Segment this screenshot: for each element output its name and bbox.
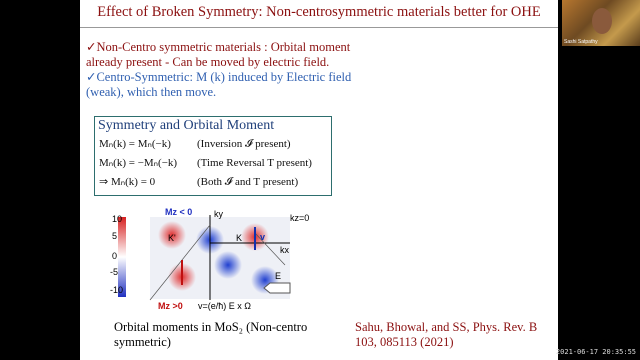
equation-note: (Both 𝓘 and T present) (197, 176, 299, 188)
equation: Mₙ(k) = −Mₙ(−k) (99, 157, 178, 169)
colorbar (118, 217, 126, 297)
orbital-moment-figure: 10 5 0 -5 -10 Mz < 0 ky kz=0 K' K v kx E… (110, 207, 309, 311)
label: v=(e/ħ) E x Ω (198, 301, 251, 311)
equation-row: Mₙ(k) = −Mₙ(−k) (Time Reversal T present) (99, 156, 312, 169)
label: K' (168, 233, 176, 243)
label: E (275, 271, 281, 281)
equation-note: (Time Reversal T present) (197, 157, 312, 169)
label: ky (214, 209, 224, 219)
label: v (260, 232, 265, 242)
equation: ⇒ Mₙ(k) = 0 (99, 176, 156, 188)
face (592, 8, 612, 34)
blob (158, 221, 186, 249)
bz-edge (149, 224, 211, 301)
equation-row: Mₙ(k) = Mₙ(−k) (Inversion 𝓘 present) (99, 137, 291, 151)
box-heading: Symmetry and Orbital Moment (98, 118, 275, 133)
title-rule (80, 27, 558, 28)
slide: Effect of Broken Symmetry: Non-centrosym… (80, 0, 558, 360)
colorbar-tick: 5 (112, 231, 117, 241)
caption: Orbital moments in MoS₂ (Non-centro symm… (114, 320, 308, 349)
field-arrow (263, 282, 291, 294)
colorbar-tick: -5 (110, 267, 118, 277)
colorbar-tick: -10 (110, 285, 123, 295)
bullet: ✓Non-Centro symmetric materials : Orbita… (86, 40, 351, 69)
bullet: ✓Centro-Symmetric: M (k) induced by Elec… (86, 70, 352, 99)
webcam-thumbnail[interactable]: Sashi Satpathy (562, 0, 640, 46)
label: kx (280, 245, 290, 255)
equation-row: ⇒ Mₙ(k) = 0 (Both 𝓘 and T present) (99, 175, 298, 189)
blob (214, 251, 242, 279)
colorbar-tick: 10 (112, 214, 122, 224)
bz-edge (254, 232, 286, 266)
reference: Sahu, Bhowal, and SS, Phys. Rev. B 103, … (355, 320, 538, 349)
label: kz=0 (290, 213, 309, 223)
equation-note: (Inversion 𝓘 present) (197, 138, 291, 150)
equation: Mₙ(k) = Mₙ(−k) (99, 138, 171, 150)
label: K (236, 233, 242, 243)
colorbar-tick: 0 (112, 251, 117, 261)
participant-name: Sashi Satpathy (564, 39, 598, 45)
label: Mz < 0 (165, 207, 192, 217)
slide-title: Effect of Broken Symmetry: Non-centrosym… (97, 4, 541, 20)
symmetry-box: Symmetry and Orbital Moment Mₙ(k) = Mₙ(−… (94, 116, 332, 196)
timestamp: 2021-06-17 20:35:55 (555, 348, 636, 356)
label: Mz >0 (158, 301, 183, 311)
